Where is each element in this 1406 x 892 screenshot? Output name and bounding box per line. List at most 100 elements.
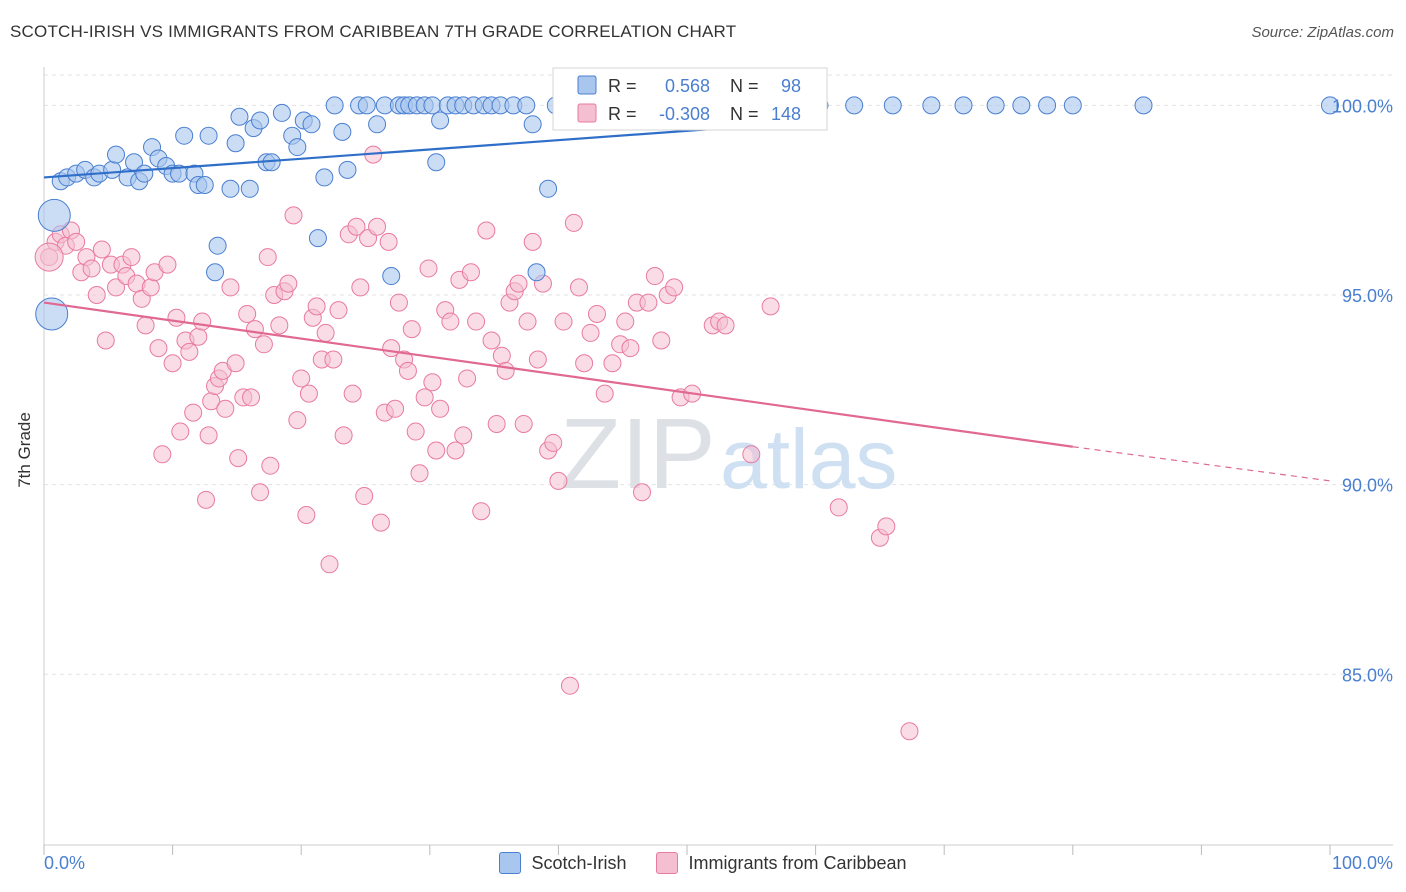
- scotch-irish-point: [135, 164, 154, 183]
- scotch-irish-point: [221, 179, 240, 198]
- caribbean-point: [153, 445, 172, 464]
- caribbean-point: [549, 471, 568, 490]
- grid-lines: [44, 74, 1393, 675]
- caribbean-point: [461, 263, 480, 282]
- caribbean-point: [639, 293, 658, 312]
- scotch-irish-point: [226, 134, 245, 153]
- scotch-irish-point: [845, 96, 864, 115]
- scotch-irish-point: [1134, 96, 1153, 115]
- caribbean-point: [292, 369, 311, 388]
- scotch-irish-point: [325, 96, 344, 115]
- legend-item-scotch-irish[interactable]: Scotch-Irish: [499, 852, 626, 874]
- scotch-irish-point: [333, 122, 352, 141]
- caribbean-point: [167, 308, 186, 327]
- scotch-irish-point: [251, 111, 270, 130]
- caribbean-point: [158, 255, 177, 274]
- caribbean-point: [477, 221, 496, 240]
- caribbean-point: [595, 384, 614, 403]
- caribbean-point: [184, 403, 203, 422]
- caribbean-point: [716, 316, 735, 335]
- caribbean-point: [514, 414, 533, 433]
- chart-title: SCOTCH-IRISH VS IMMIGRANTS FROM CARIBBEA…: [10, 22, 737, 41]
- caribbean-point: [652, 331, 671, 350]
- caribbean-point: [446, 441, 465, 460]
- scotch-irish-point: [272, 103, 291, 122]
- caribbean-point: [270, 316, 289, 335]
- caribbean-point: [297, 506, 316, 524]
- legend-label-scotch-irish: Scotch-Irish: [531, 852, 627, 873]
- scotch-irish-point: [230, 107, 249, 126]
- scotch-irish-point: [1038, 96, 1057, 115]
- caribbean-point: [180, 342, 199, 361]
- caribbean-point: [410, 464, 429, 483]
- caribbean-point: [122, 248, 141, 267]
- legend-swatch-caribbean: [656, 852, 679, 874]
- caribbean-point: [67, 232, 86, 251]
- caribbean-point: [343, 384, 362, 403]
- caribbean-point: [518, 312, 537, 331]
- axes: [43, 67, 1393, 855]
- caribbean-point: [645, 267, 664, 286]
- caribbean-point: [441, 312, 460, 331]
- legend-swatch-pink: [577, 103, 597, 123]
- caribbean-point: [528, 350, 547, 369]
- caribbean-point: [307, 297, 326, 316]
- caribbean-point: [603, 354, 622, 373]
- caribbean-point: [509, 274, 528, 293]
- caribbean-point: [351, 278, 370, 297]
- caribbean-point: [496, 361, 515, 380]
- caribbean-point: [96, 331, 115, 350]
- caribbean-point: [900, 722, 919, 741]
- scotch-irish-point: [107, 145, 126, 164]
- caribbean-point: [193, 312, 212, 331]
- caribbean-point: [742, 445, 761, 464]
- stats-legend: R = 0.568 N = 98 R = -0.308 N = 148: [552, 67, 828, 131]
- caribbean-point: [431, 399, 450, 418]
- scotch-irish-point: [302, 115, 321, 134]
- caribbean-point: [368, 217, 387, 236]
- scotch-irish-trend-line: [43, 123, 778, 179]
- caribbean-trend-extension: [1072, 446, 1331, 482]
- scotch-irish-point: [1063, 96, 1082, 115]
- caribbean-point: [329, 301, 348, 320]
- caribbean-point: [334, 426, 353, 445]
- caribbean-point: [226, 354, 245, 373]
- scotch-irish-point: [986, 96, 1005, 115]
- caribbean-point: [415, 388, 434, 407]
- caribbean-point: [136, 316, 155, 335]
- caribbean-point: [87, 286, 106, 304]
- caribbean-point: [554, 312, 573, 331]
- y-tick-label: 85.0%: [1342, 665, 1393, 685]
- legend-item-caribbean[interactable]: Immigrants from Caribbean: [656, 852, 907, 874]
- legend-n-value-2: 148: [771, 104, 801, 124]
- scotch-irish-point: [35, 297, 69, 331]
- caribbean-point: [324, 350, 343, 369]
- scotch-irish-point: [175, 126, 194, 145]
- scotch-irish-point: [206, 263, 225, 282]
- caribbean-point: [492, 346, 511, 365]
- legend-r-value-2: -0.308: [659, 104, 710, 124]
- caribbean-point-large: [34, 242, 64, 272]
- scotch-irish-point: [517, 96, 536, 115]
- y-axis-label: 7th Grade: [15, 412, 34, 488]
- caribbean-point: [371, 513, 390, 532]
- scotch-irish-point: [208, 236, 227, 255]
- caribbean-point: [482, 331, 501, 350]
- source-label: Source: ZipAtlas.com: [1251, 24, 1394, 41]
- caribbean-point: [575, 354, 594, 373]
- caribbean-point: [163, 354, 182, 373]
- scotch-irish-point: [382, 267, 401, 286]
- caribbean-point: [216, 399, 235, 418]
- legend-r-label-2: R =: [608, 104, 637, 124]
- caribbean-point: [632, 483, 651, 502]
- scotch-irish-point: [103, 160, 122, 179]
- caribbean-point: [254, 335, 273, 354]
- caribbean-point: [467, 312, 486, 331]
- caribbean-point: [299, 384, 318, 403]
- caribbean-point: [245, 320, 264, 339]
- caribbean-point: [171, 422, 190, 441]
- caribbean-point: [279, 274, 298, 293]
- scotch-irish-point: [37, 198, 71, 232]
- scotch-irish-point: [368, 115, 387, 134]
